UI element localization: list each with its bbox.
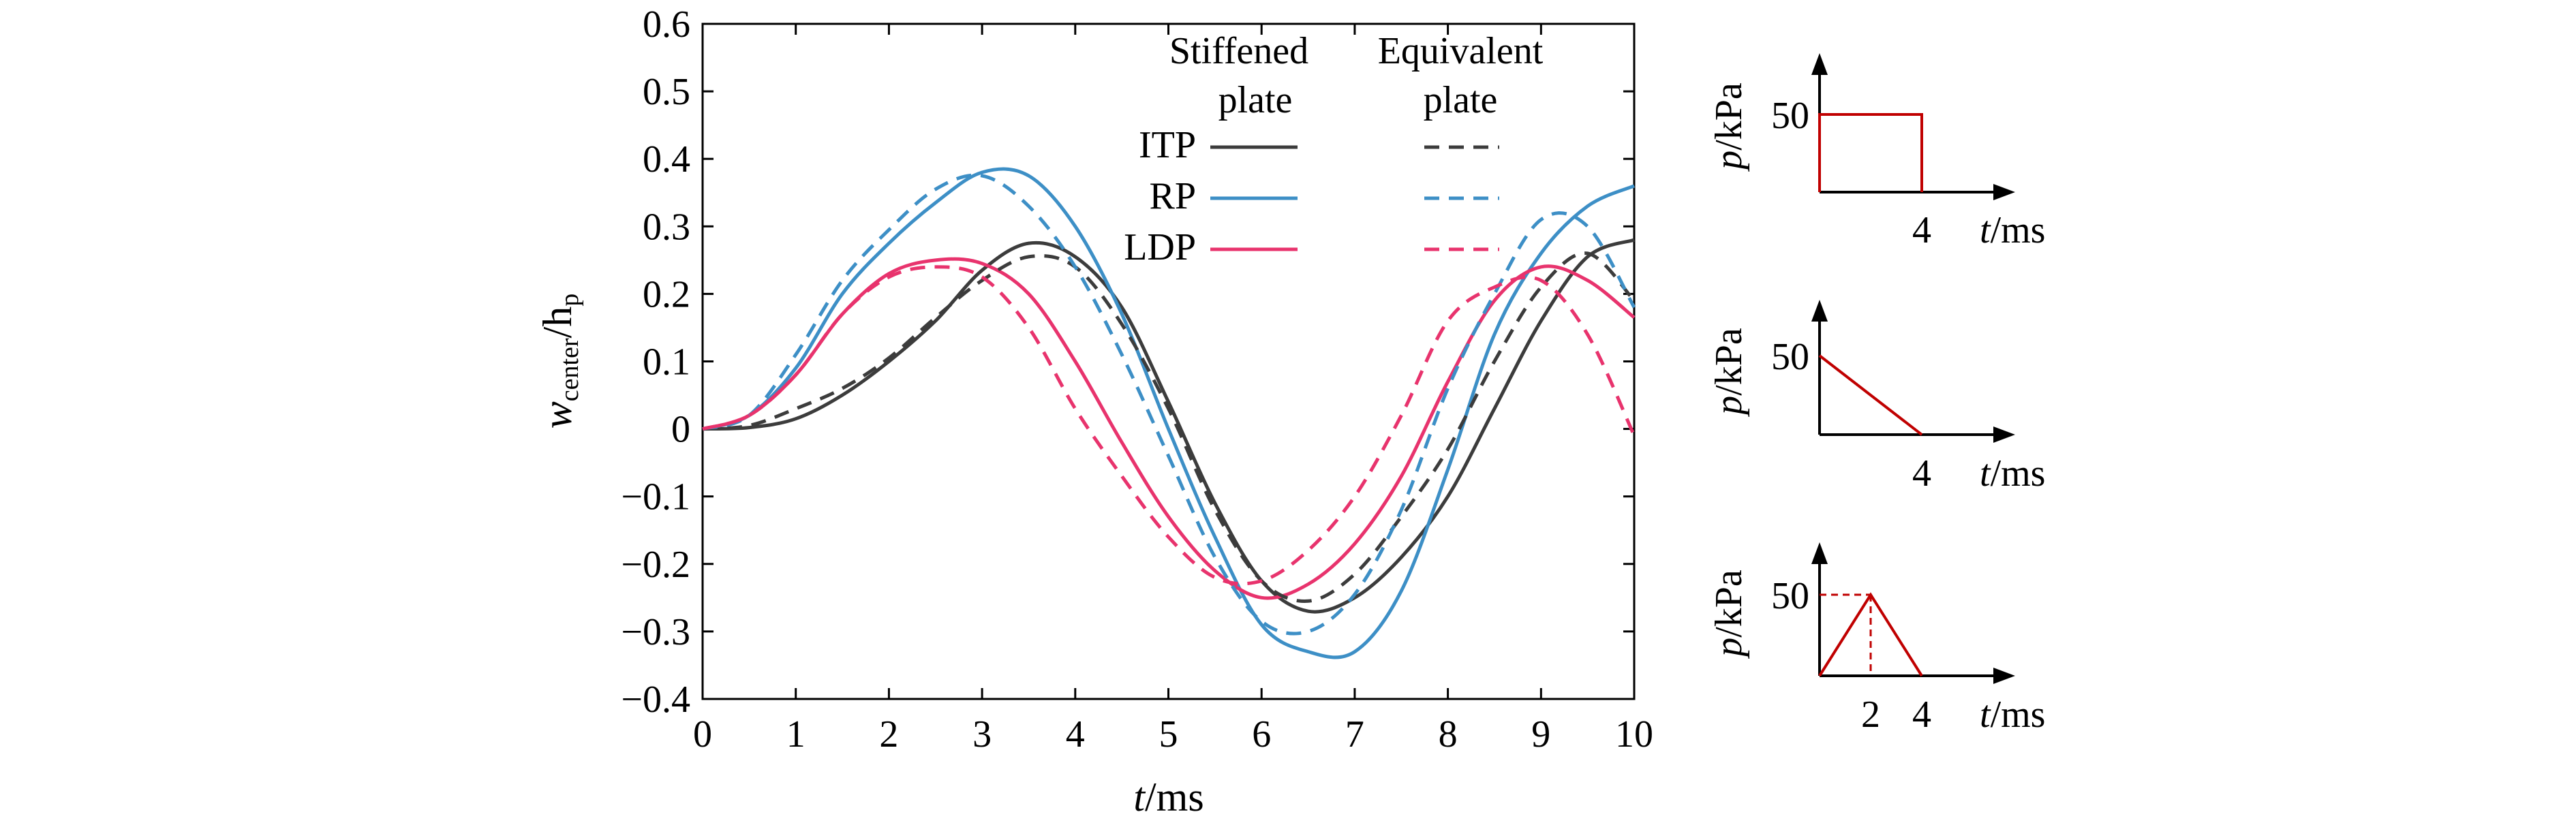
legend-label-ldp: LDP bbox=[1124, 226, 1196, 268]
x-axis-var: t bbox=[1133, 775, 1146, 820]
x-tick-label: 9 bbox=[1531, 713, 1550, 756]
y-tick-label: 0.6 bbox=[643, 3, 690, 46]
x-tick-label: 3 bbox=[972, 713, 992, 756]
inset3-y-axis-title: p/kPa bbox=[1708, 570, 1750, 659]
inset2-y-tick-label: 50 bbox=[1771, 336, 1809, 378]
inset3-x-axis-title: t/ms bbox=[1980, 694, 2045, 736]
series-line-rp-stiffened bbox=[702, 167, 1636, 659]
inset2-load-curve bbox=[1818, 354, 1923, 436]
inset2-x-var: t bbox=[1980, 452, 1991, 495]
y-axis-sub2: p bbox=[555, 294, 584, 307]
series-line-rp-equivalent bbox=[702, 173, 1636, 636]
inset1-y-unit: /kPa bbox=[1708, 82, 1750, 151]
inset1-y-axis-title: p/kPa bbox=[1708, 82, 1750, 172]
inset2-y-var: p bbox=[1708, 396, 1750, 418]
x-tick-label: 7 bbox=[1345, 713, 1364, 756]
inset3-x-tick-label-4: 4 bbox=[1912, 694, 1931, 736]
series-line-ldp-equivalent bbox=[702, 265, 1636, 586]
inset3-load-curve bbox=[1818, 592, 1923, 677]
series-line-itp-equivalent bbox=[702, 251, 1636, 603]
legend-header-stiffened-line2: plate bbox=[1218, 79, 1293, 121]
inset2-x-unit: /ms bbox=[1991, 452, 2046, 495]
series-line-itp-stiffened bbox=[702, 238, 1635, 614]
load-inset-decaying: 50 4 p/kPa t/ms bbox=[1708, 300, 2045, 495]
x-tick-label: 5 bbox=[1159, 713, 1178, 756]
x-tick-label: 6 bbox=[1252, 713, 1271, 756]
inset3-x-var: t bbox=[1980, 694, 1991, 736]
y-axis-title: wcenter/hp bbox=[535, 294, 584, 429]
y-tick-label: 0.1 bbox=[643, 341, 690, 384]
inset3-y-unit: /kPa bbox=[1708, 570, 1750, 638]
x-axis-title: t/ms bbox=[1133, 775, 1203, 820]
main-chart: 0 1 2 3 4 5 6 7 8 9 10 0.6 0.5 0.4 0.3 0.2 0.1 0 −0.1 −0.2… bbox=[535, 3, 1653, 820]
y-tick-label: 0.5 bbox=[643, 71, 690, 113]
inset3-y-var: p bbox=[1708, 638, 1750, 659]
y-tick-label: −0.1 bbox=[621, 476, 690, 518]
y-tick-label: 0 bbox=[671, 409, 690, 451]
x-tick-label: 8 bbox=[1439, 713, 1458, 756]
y-tick-label: −0.2 bbox=[621, 544, 690, 586]
inset1-y-tick-label: 50 bbox=[1771, 95, 1809, 137]
inset1-load-curve bbox=[1818, 113, 1923, 192]
x-tick-label: 2 bbox=[879, 713, 898, 756]
x-tick-label: 4 bbox=[1066, 713, 1085, 756]
legend-label-itp: ITP bbox=[1139, 124, 1196, 166]
inset1-x-var: t bbox=[1980, 209, 1991, 251]
x-tick-label: 0 bbox=[693, 713, 712, 756]
inset2-x-arrowhead bbox=[1993, 426, 2015, 443]
legend-header-equivalent-line1: Equivalent bbox=[1378, 30, 1544, 72]
inset1-x-tick-label: 4 bbox=[1912, 209, 1931, 251]
series-group bbox=[702, 167, 1636, 659]
y-tick-label: 0.4 bbox=[643, 138, 690, 181]
inset1-x-axis-title: t/ms bbox=[1980, 209, 2045, 251]
inset2-y-unit: /kPa bbox=[1708, 328, 1750, 396]
x-tick-label: 10 bbox=[1615, 713, 1653, 756]
x-axis-unit: /ms bbox=[1145, 775, 1204, 820]
y-axis-mid: /h bbox=[535, 307, 580, 339]
y-tick-label: −0.3 bbox=[621, 611, 690, 653]
y-tick-labels: 0.6 0.5 0.4 0.3 0.2 0.1 0 −0.1 −0.2 −0.3 −0.4 bbox=[621, 3, 690, 721]
y-axis-sub1: center bbox=[555, 338, 584, 401]
load-inset-rectangular: 50 4 p/kPa t/ms bbox=[1708, 53, 2045, 251]
inset3-x-tick-label-2: 2 bbox=[1861, 694, 1880, 736]
inset3-x-arrowhead bbox=[1993, 668, 2015, 684]
y-tick-label: 0.3 bbox=[643, 206, 690, 248]
inset1-x-arrowhead bbox=[1993, 184, 2015, 200]
inset2-y-arrowhead bbox=[1811, 300, 1828, 322]
load-inset-triangular: 50 2 4 p/kPa t/ms bbox=[1708, 542, 2045, 736]
inset3-y-arrowhead bbox=[1811, 542, 1828, 564]
tick-marks bbox=[701, 22, 1636, 700]
inset3-y-tick-label: 50 bbox=[1771, 575, 1809, 617]
inset1-y-var: p bbox=[1708, 151, 1750, 172]
y-axis-var: w bbox=[535, 401, 580, 429]
legend: Stiffened plate Equivalent plate ITP RP … bbox=[1124, 30, 1544, 268]
inset2-x-axis-title: t/ms bbox=[1980, 452, 2045, 495]
inset2-y-axis-title: p/kPa bbox=[1708, 328, 1750, 418]
inset2-x-tick-label: 4 bbox=[1912, 452, 1931, 495]
x-tick-labels: 0 1 2 3 4 5 6 7 8 9 10 bbox=[693, 713, 1653, 756]
legend-label-rp: RP bbox=[1150, 175, 1197, 217]
inset1-y-arrowhead bbox=[1811, 53, 1828, 75]
inset3-x-unit: /ms bbox=[1991, 694, 2046, 736]
legend-header-stiffened-line1: Stiffened bbox=[1169, 30, 1308, 72]
y-tick-label: 0.2 bbox=[643, 273, 690, 315]
y-tick-label: −0.4 bbox=[621, 679, 690, 721]
x-tick-label: 1 bbox=[786, 713, 806, 756]
inset1-x-unit: /ms bbox=[1991, 209, 2046, 251]
legend-header-equivalent-line2: plate bbox=[1424, 79, 1498, 121]
